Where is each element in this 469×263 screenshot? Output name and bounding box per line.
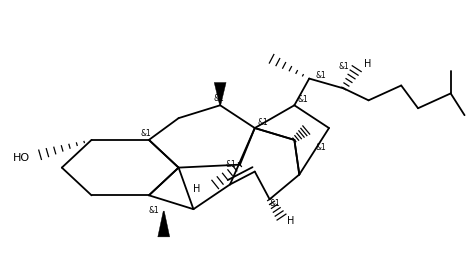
Polygon shape bbox=[158, 211, 170, 237]
Text: &1: &1 bbox=[225, 160, 236, 169]
Text: H: H bbox=[363, 59, 371, 69]
Text: &1: &1 bbox=[297, 95, 308, 104]
Text: H: H bbox=[287, 216, 295, 226]
Text: H: H bbox=[193, 184, 200, 194]
Polygon shape bbox=[214, 83, 226, 105]
Text: HO: HO bbox=[13, 153, 30, 163]
Text: &1: &1 bbox=[149, 206, 159, 215]
Text: &1: &1 bbox=[141, 129, 152, 138]
Text: &1: &1 bbox=[315, 143, 326, 152]
Text: &1: &1 bbox=[315, 71, 326, 80]
Text: &1: &1 bbox=[339, 62, 349, 71]
Text: &1: &1 bbox=[270, 199, 280, 208]
Text: &1: &1 bbox=[258, 118, 268, 127]
Text: &1: &1 bbox=[213, 94, 224, 103]
